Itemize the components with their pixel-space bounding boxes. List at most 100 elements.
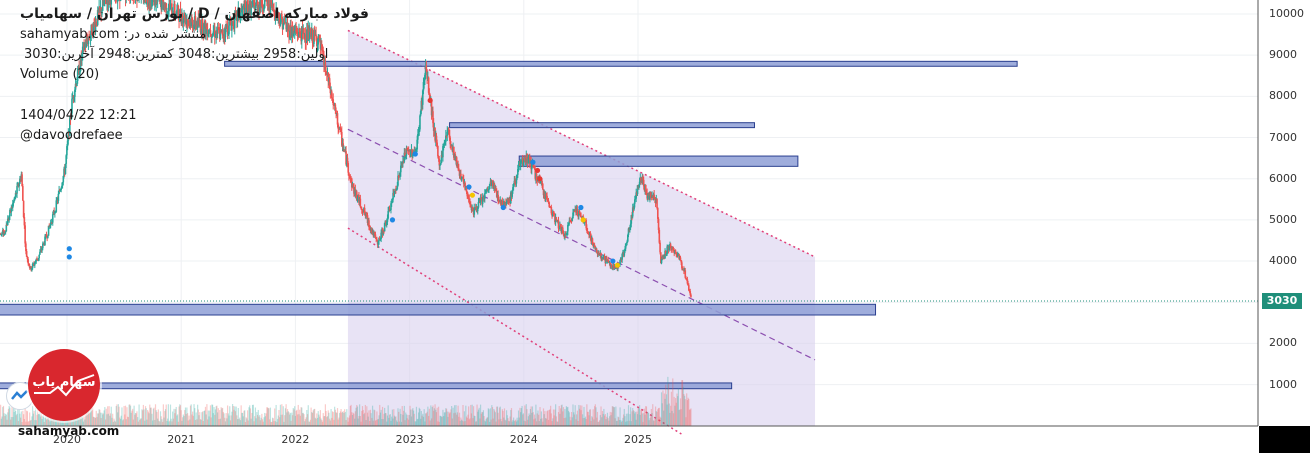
volume-bar: [301, 407, 303, 426]
candle-body: [233, 12, 236, 29]
candle-body: [498, 200, 500, 202]
candle-body: [635, 192, 637, 199]
candle-body: [64, 163, 67, 175]
candle-body: [18, 183, 20, 187]
candle-body: [14, 192, 17, 197]
volume-bar: [495, 421, 497, 426]
candle-body: [190, 18, 192, 27]
candle-body: [206, 29, 209, 37]
candle-body: [453, 146, 455, 158]
volume-bar: [479, 404, 482, 426]
candle-body: [477, 202, 480, 208]
signal-marker: [500, 204, 506, 211]
candle-body: [430, 100, 433, 116]
candle-body: [3, 231, 5, 236]
volume-bar: [647, 413, 650, 426]
volume-bar: [472, 418, 474, 426]
volume-bar: [5, 414, 7, 426]
volume-bar: [434, 404, 436, 426]
volume-bar: [498, 419, 500, 426]
candle-body: [23, 217, 26, 226]
candlesticks: [0, 0, 692, 298]
y-tick-label: 1000: [1269, 377, 1297, 391]
volume-bar: [28, 420, 30, 426]
volume-bar: [92, 404, 94, 426]
candle-body: [412, 154, 414, 157]
volume-bar: [172, 418, 174, 426]
volume-bar: [665, 384, 667, 426]
volume-bar: [201, 412, 203, 426]
candle-body: [238, 15, 241, 20]
volume-bar: [472, 406, 475, 426]
candle-body: [303, 28, 305, 39]
candle-body: [476, 207, 479, 212]
candle-body: [386, 218, 389, 222]
volume-bar: [38, 414, 40, 426]
volume-bar: [533, 414, 536, 426]
candle-body: [322, 50, 325, 55]
candle-body: [278, 12, 280, 19]
volume-bar: [315, 418, 317, 426]
volume-bar: [589, 409, 591, 426]
candle-body: [544, 194, 547, 198]
candle-body: [16, 186, 18, 194]
candle-body: [660, 259, 663, 264]
volume-bar: [17, 421, 20, 426]
candle-body: [483, 193, 486, 199]
volume-bar: [623, 408, 625, 426]
volume-bar: [667, 383, 670, 426]
candle-body: [166, 12, 169, 14]
volume-bar: [453, 405, 456, 426]
volume-bar: [542, 408, 545, 426]
volume-bar: [461, 419, 463, 426]
volume-bar: [129, 405, 132, 426]
candle-body: [664, 250, 666, 259]
candle-body: [299, 32, 302, 36]
candle-body: [319, 38, 322, 49]
volume-bar: [482, 412, 484, 426]
candle-body: [293, 26, 295, 32]
price-zone: [518, 155, 799, 167]
volume-bar: [625, 421, 627, 426]
volume-bar: [523, 420, 525, 426]
candle-body: [24, 225, 26, 244]
candle-body: [491, 181, 493, 186]
candle-body: [522, 162, 525, 166]
candle-body: [638, 185, 640, 187]
candle-body: [342, 143, 345, 150]
volume-bar: [69, 420, 72, 426]
candle-body: [416, 139, 418, 150]
volume-bar: [599, 420, 601, 426]
volume-bar: [551, 421, 553, 426]
candle-body: [383, 231, 385, 233]
volume-bar: [474, 416, 476, 426]
candle-body: [74, 89, 76, 97]
volume-bar: [652, 404, 654, 426]
volume-bar: [616, 420, 618, 426]
volume-bar: [307, 405, 309, 426]
volume-bar: [122, 419, 124, 426]
candle-body: [216, 27, 219, 35]
candle-body: [49, 225, 51, 227]
volume-bar: [250, 418, 252, 426]
volume-bar: [679, 398, 682, 426]
volume-bar: [621, 420, 623, 426]
candle-body: [488, 183, 491, 189]
candle-body: [191, 18, 193, 20]
volume-bar: [195, 412, 197, 426]
candle-body: [191, 19, 194, 29]
volume-bar: [214, 409, 217, 426]
candle-body: [60, 187, 63, 190]
volume-bar: [326, 417, 328, 426]
volume-bar: [129, 404, 131, 426]
volume-bar: [424, 413, 427, 426]
volume-bar: [573, 414, 576, 426]
volume-bar: [433, 410, 435, 426]
volume-bar: [515, 419, 517, 426]
volume-bar: [143, 409, 145, 426]
volume-bar: [286, 412, 288, 426]
volume-bar: [98, 409, 100, 426]
candle-body: [467, 196, 469, 199]
volume-bar: [686, 400, 688, 426]
